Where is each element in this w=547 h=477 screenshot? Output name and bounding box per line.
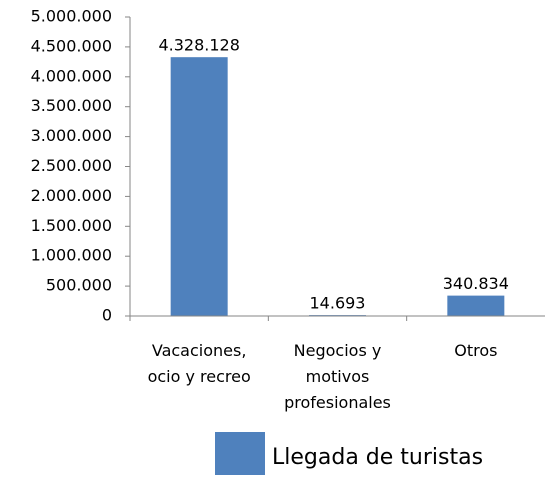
y-tick-label: 5.000.000 xyxy=(31,7,112,26)
y-tick-label: 4.500.000 xyxy=(31,36,112,55)
y-tick-label: 2.500.000 xyxy=(31,156,112,175)
y-tick-label: 500.000 xyxy=(46,276,112,295)
y-tick-label: 3.000.000 xyxy=(31,126,112,145)
data-label: 4.328.128 xyxy=(158,36,239,55)
data-label: 14.693 xyxy=(310,294,366,313)
bar xyxy=(447,295,505,316)
x-tick-label: Negocios y motivos profesionales xyxy=(284,341,391,412)
x-tick-label: Otros xyxy=(454,341,498,360)
y-tick-label: 1.000.000 xyxy=(31,246,112,265)
data-label: 340.834 xyxy=(443,274,509,293)
y-tick-label: 2.000.000 xyxy=(31,186,112,205)
y-tick-label: 4.000.000 xyxy=(31,66,112,85)
bar xyxy=(170,57,228,316)
y-tick-label: 0 xyxy=(102,306,112,325)
y-tick-label: 1.500.000 xyxy=(31,216,112,235)
legend-label: Llegada de turistas xyxy=(272,445,483,470)
y-tick-label: 3.500.000 xyxy=(31,96,112,115)
legend-swatch xyxy=(215,432,265,475)
x-tick-label: Vacaciones, ocio y recreo xyxy=(147,341,251,386)
